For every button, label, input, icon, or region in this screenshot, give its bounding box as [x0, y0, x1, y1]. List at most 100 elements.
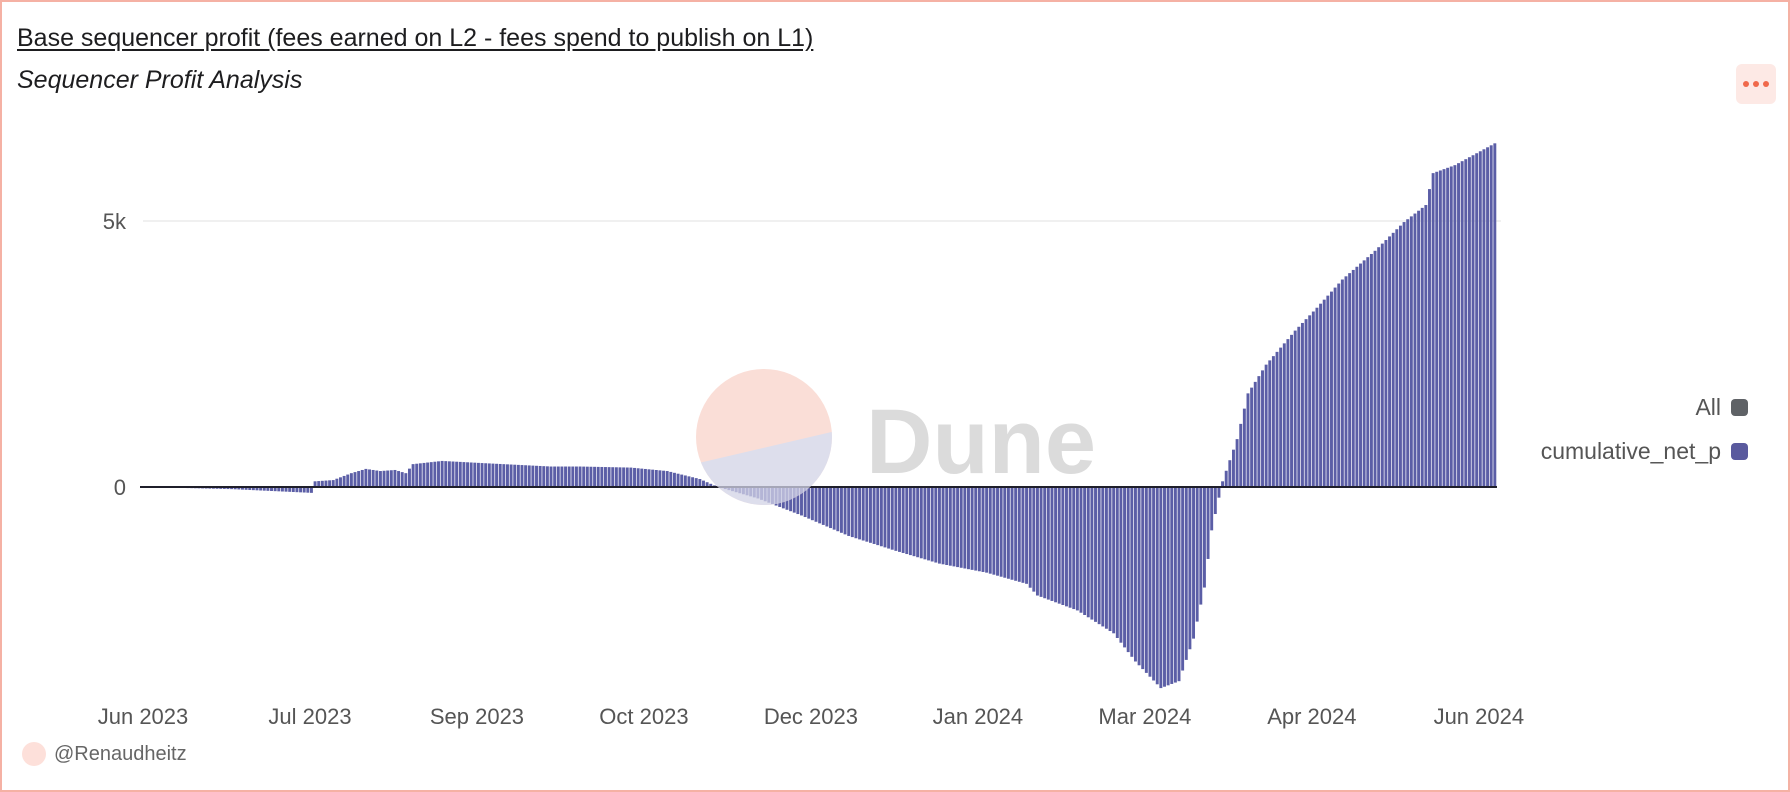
bar[interactable] [669, 471, 673, 487]
bar[interactable] [335, 478, 339, 487]
bar[interactable] [1293, 330, 1297, 487]
bar[interactable] [1163, 487, 1166, 687]
bar[interactable] [262, 487, 266, 491]
bar[interactable] [429, 462, 433, 487]
bar[interactable] [894, 487, 898, 551]
bar[interactable] [898, 487, 901, 552]
bar[interactable] [945, 487, 949, 565]
bar[interactable] [1344, 276, 1348, 487]
bar[interactable] [1144, 487, 1148, 673]
bar[interactable] [451, 461, 455, 487]
bar[interactable] [1282, 343, 1286, 487]
bar[interactable] [585, 466, 589, 487]
bar[interactable] [364, 468, 368, 487]
bar[interactable] [967, 487, 970, 570]
bar[interactable] [1184, 487, 1188, 660]
bar[interactable] [614, 467, 618, 487]
bar[interactable] [1213, 487, 1217, 515]
bar[interactable] [861, 487, 865, 541]
more-options-button[interactable] [1736, 64, 1776, 104]
bar[interactable] [375, 470, 379, 487]
bar[interactable] [1133, 487, 1137, 662]
bar[interactable] [466, 462, 469, 487]
bar[interactable] [883, 487, 887, 548]
bar[interactable] [843, 487, 847, 535]
bar[interactable] [974, 487, 978, 571]
bar[interactable] [1413, 213, 1417, 487]
bar[interactable] [1257, 376, 1261, 487]
bar[interactable] [1253, 381, 1257, 487]
bar[interactable] [1424, 205, 1428, 488]
bar[interactable] [1315, 307, 1319, 487]
legend-item-all[interactable]: All [1541, 385, 1748, 429]
bar[interactable] [524, 465, 528, 487]
bar[interactable] [1010, 487, 1014, 580]
bar[interactable] [1279, 347, 1283, 487]
bar[interactable] [339, 477, 342, 487]
bar[interactable] [607, 467, 611, 487]
bar[interactable] [462, 462, 466, 487]
bar[interactable] [879, 487, 883, 547]
legend-item-cumulative-net-p[interactable]: cumulative_net_p [1541, 429, 1748, 473]
bar[interactable] [1493, 143, 1497, 487]
bar[interactable] [1453, 165, 1457, 487]
bar[interactable] [277, 487, 281, 492]
bar[interactable] [516, 464, 520, 487]
bar[interactable] [495, 463, 499, 487]
bar[interactable] [593, 466, 597, 487]
bar[interactable] [1054, 487, 1058, 603]
bar[interactable] [1130, 487, 1134, 657]
bar[interactable] [1355, 266, 1359, 487]
bar[interactable] [1195, 487, 1199, 622]
bar[interactable] [487, 463, 491, 487]
bar[interactable] [887, 487, 891, 549]
bar[interactable] [270, 487, 273, 491]
bar[interactable] [600, 466, 604, 487]
bar[interactable] [284, 487, 288, 492]
bar[interactable] [992, 487, 996, 575]
bar[interactable] [342, 475, 346, 487]
bar[interactable] [353, 472, 357, 487]
bar[interactable] [1326, 295, 1330, 487]
bar[interactable] [1300, 322, 1304, 487]
bar[interactable] [360, 469, 364, 487]
bar[interactable] [1489, 145, 1493, 487]
bar[interactable] [382, 470, 386, 487]
bar[interactable] [1224, 470, 1228, 487]
bar[interactable] [320, 480, 324, 487]
bar[interactable] [531, 465, 535, 487]
bar[interactable] [226, 487, 230, 490]
bar[interactable] [422, 462, 426, 487]
bar[interactable] [280, 487, 284, 492]
bar[interactable] [691, 477, 695, 487]
bar[interactable] [509, 464, 513, 487]
bar[interactable] [1286, 339, 1290, 487]
bar[interactable] [1101, 487, 1105, 627]
bar[interactable] [1420, 207, 1424, 488]
bar[interactable] [1173, 487, 1177, 683]
bar[interactable] [1202, 487, 1206, 588]
bar[interactable] [865, 487, 869, 542]
bar[interactable] [1083, 487, 1087, 615]
bar[interactable] [513, 464, 517, 487]
bar[interactable] [847, 487, 851, 536]
bar[interactable] [1104, 487, 1108, 629]
bar[interactable] [426, 462, 430, 487]
bar[interactable] [1380, 243, 1384, 487]
bar[interactable] [654, 470, 658, 487]
bar[interactable] [923, 487, 927, 560]
bar[interactable] [1406, 219, 1410, 487]
bar[interactable] [400, 472, 404, 487]
bar[interactable] [1322, 299, 1326, 487]
bar[interactable] [1141, 487, 1145, 670]
bar[interactable] [1271, 356, 1275, 487]
bar[interactable] [1046, 487, 1050, 600]
bar[interactable] [418, 463, 422, 487]
bar[interactable] [672, 472, 676, 487]
bar[interactable] [662, 470, 666, 487]
bar[interactable] [625, 467, 629, 487]
bar[interactable] [930, 487, 934, 562]
bar[interactable] [1431, 173, 1435, 487]
bar[interactable] [832, 487, 836, 530]
bar[interactable] [1362, 260, 1366, 487]
